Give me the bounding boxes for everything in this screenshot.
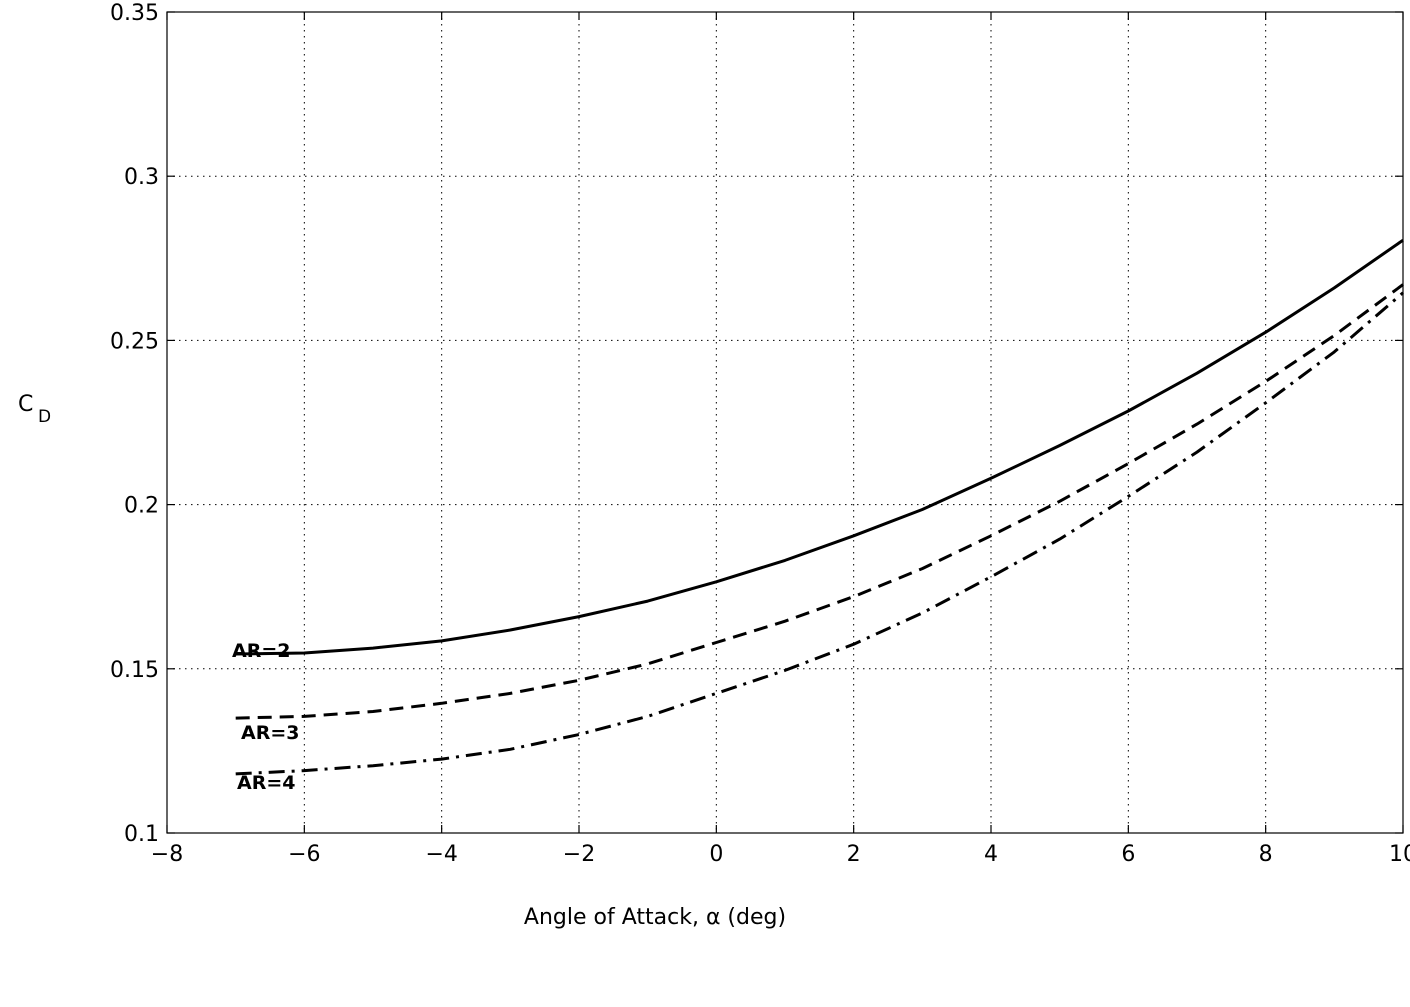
x-tick-label: −4	[425, 842, 457, 867]
y-tick-label: 0.2	[124, 494, 159, 519]
tick-labels: −8 −6 −4 −2 0 2 4 6 8 10 0.1 0.15 0.2 0.25 0.3 0.35	[110, 1, 1410, 867]
x-tick-label: 0	[709, 842, 723, 867]
series-curves	[235, 238, 1404, 776]
y-tick-label: 0.1	[124, 822, 159, 847]
series-label-ar2: AR=2	[232, 640, 290, 662]
x-tick-label: 4	[984, 842, 998, 867]
y-axis-label-subscript: D	[38, 407, 51, 427]
y-tick-label: 0.3	[124, 165, 159, 190]
y-axis-label-main: C	[18, 392, 33, 417]
grid-lines	[166, 11, 1404, 834]
x-tick-label: −6	[288, 842, 320, 867]
series-line-4	[235, 291, 1404, 776]
x-axis-label: Angle of Attack, α (deg)	[524, 905, 786, 930]
series-line-3	[235, 283, 1404, 720]
series-line-2	[235, 238, 1404, 656]
axis-ticks	[166, 11, 1404, 834]
y-axis-label: C D	[18, 392, 51, 427]
x-tick-label: −2	[563, 842, 595, 867]
x-tick-label: 10	[1389, 842, 1410, 867]
series-labels: AR=2 AR=3 AR=4	[232, 640, 299, 794]
series-label-ar4: AR=4	[237, 772, 295, 794]
y-tick-label: 0.15	[110, 658, 159, 683]
x-tick-label: 6	[1121, 842, 1135, 867]
series-label-ar3: AR=3	[241, 722, 299, 744]
plot-frame	[166, 11, 1404, 834]
x-tick-label: 8	[1259, 842, 1273, 867]
y-tick-label: 0.35	[110, 1, 159, 26]
x-tick-label: 2	[847, 842, 861, 867]
y-tick-label: 0.25	[110, 329, 159, 354]
x-tick-label: −8	[151, 842, 183, 867]
